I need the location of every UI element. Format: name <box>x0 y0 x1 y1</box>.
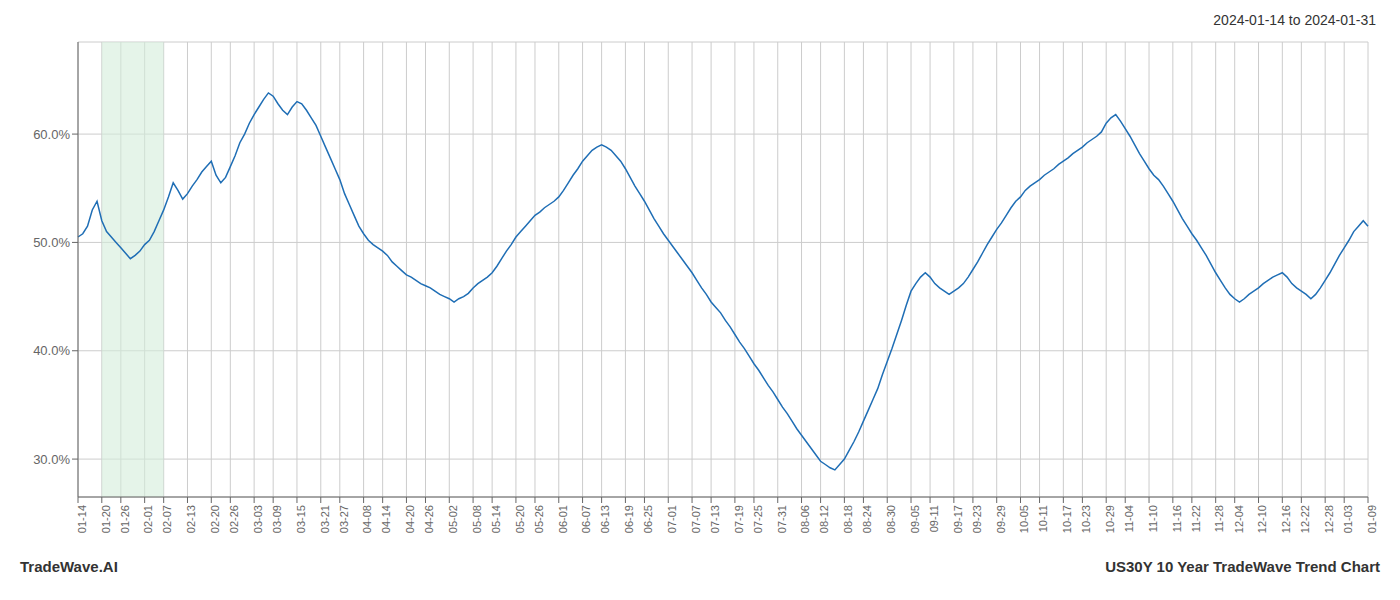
svg-text:06-13: 06-13 <box>599 505 611 533</box>
svg-text:50.0%: 50.0% <box>33 235 70 250</box>
svg-text:12-10: 12-10 <box>1256 505 1268 533</box>
svg-text:60.0%: 60.0% <box>33 127 70 142</box>
svg-text:03-21: 03-21 <box>319 505 331 533</box>
svg-text:02-01: 02-01 <box>142 505 154 533</box>
svg-text:09-29: 09-29 <box>995 505 1007 533</box>
svg-text:02-07: 02-07 <box>161 505 173 533</box>
svg-text:04-08: 04-08 <box>361 505 373 533</box>
svg-text:07-07: 07-07 <box>690 505 702 533</box>
svg-text:05-08: 05-08 <box>471 505 483 533</box>
svg-text:07-01: 07-01 <box>666 505 678 533</box>
svg-text:01-03: 01-03 <box>1342 505 1354 533</box>
svg-text:09-05: 09-05 <box>909 505 921 533</box>
svg-text:05-26: 05-26 <box>533 505 545 533</box>
svg-text:10-23: 10-23 <box>1080 505 1092 533</box>
svg-text:12-04: 12-04 <box>1233 505 1245 533</box>
svg-text:30.0%: 30.0% <box>33 452 70 467</box>
svg-text:03-09: 03-09 <box>271 505 283 533</box>
html-text:TradeWave.AI: TradeWave.AI <box>20 558 118 575</box>
svg-text:09-17: 09-17 <box>952 505 964 533</box>
svg-text:08-30: 08-30 <box>885 505 897 533</box>
svg-text:06-19: 06-19 <box>623 505 635 533</box>
svg-text:09-11: 09-11 <box>928 505 940 532</box>
svg-text:07-25: 07-25 <box>752 505 764 533</box>
svg-text:10-29: 10-29 <box>1104 505 1116 533</box>
svg-text:01-09: 01-09 <box>1366 505 1378 533</box>
svg-text:08-24: 08-24 <box>861 505 873 533</box>
svg-text:02-26: 02-26 <box>228 505 240 533</box>
html-text:2024-01-14 to 2024-01-31: 2024-01-14 to 2024-01-31 <box>1213 12 1376 28</box>
svg-text:12-22: 12-22 <box>1299 505 1311 533</box>
svg-text:10-05: 10-05 <box>1018 505 1030 533</box>
svg-text:12-28: 12-28 <box>1323 505 1335 533</box>
svg-text:11-10: 11-10 <box>1147 505 1159 532</box>
svg-text:12-16: 12-16 <box>1280 505 1292 533</box>
svg-text:07-19: 07-19 <box>733 505 745 533</box>
svg-text:08-18: 08-18 <box>842 505 854 533</box>
svg-text:10-11: 10-11 <box>1037 505 1049 532</box>
svg-text:06-01: 06-01 <box>557 505 569 533</box>
svg-text:02-20: 02-20 <box>209 505 221 533</box>
html-text:US30Y 10 Year TradeWave Trend: US30Y 10 Year TradeWave Trend Chart <box>1105 558 1380 575</box>
svg-text:06-07: 06-07 <box>580 505 592 533</box>
svg-text:05-14: 05-14 <box>490 505 502 533</box>
svg-text:07-13: 07-13 <box>709 505 721 533</box>
svg-text:11-04: 11-04 <box>1123 505 1135 532</box>
svg-text:09-23: 09-23 <box>971 505 983 533</box>
svg-text:11-28: 11-28 <box>1213 505 1225 532</box>
svg-text:08-06: 08-06 <box>799 505 811 533</box>
svg-text:40.0%: 40.0% <box>33 343 70 358</box>
svg-text:01-14: 01-14 <box>76 505 88 533</box>
svg-text:11-16: 11-16 <box>1171 505 1183 532</box>
svg-text:03-03: 03-03 <box>252 505 264 533</box>
svg-text:08-12: 08-12 <box>818 505 830 533</box>
svg-text:04-20: 04-20 <box>404 505 416 533</box>
svg-text:04-14: 04-14 <box>380 505 392 533</box>
svg-text:05-20: 05-20 <box>514 505 526 533</box>
svg-text:01-26: 01-26 <box>119 505 131 533</box>
svg-text:04-26: 04-26 <box>423 505 435 533</box>
svg-text:03-27: 03-27 <box>338 505 350 533</box>
svg-text:06-25: 06-25 <box>642 505 654 533</box>
svg-text:01-20: 01-20 <box>100 505 112 533</box>
svg-text:05-02: 05-02 <box>447 505 459 533</box>
svg-text:03-15: 03-15 <box>295 505 307 533</box>
svg-text:07-31: 07-31 <box>776 505 788 533</box>
svg-text:02-13: 02-13 <box>185 505 197 533</box>
svg-text:11-22: 11-22 <box>1190 505 1202 532</box>
svg-text:10-17: 10-17 <box>1061 505 1073 533</box>
